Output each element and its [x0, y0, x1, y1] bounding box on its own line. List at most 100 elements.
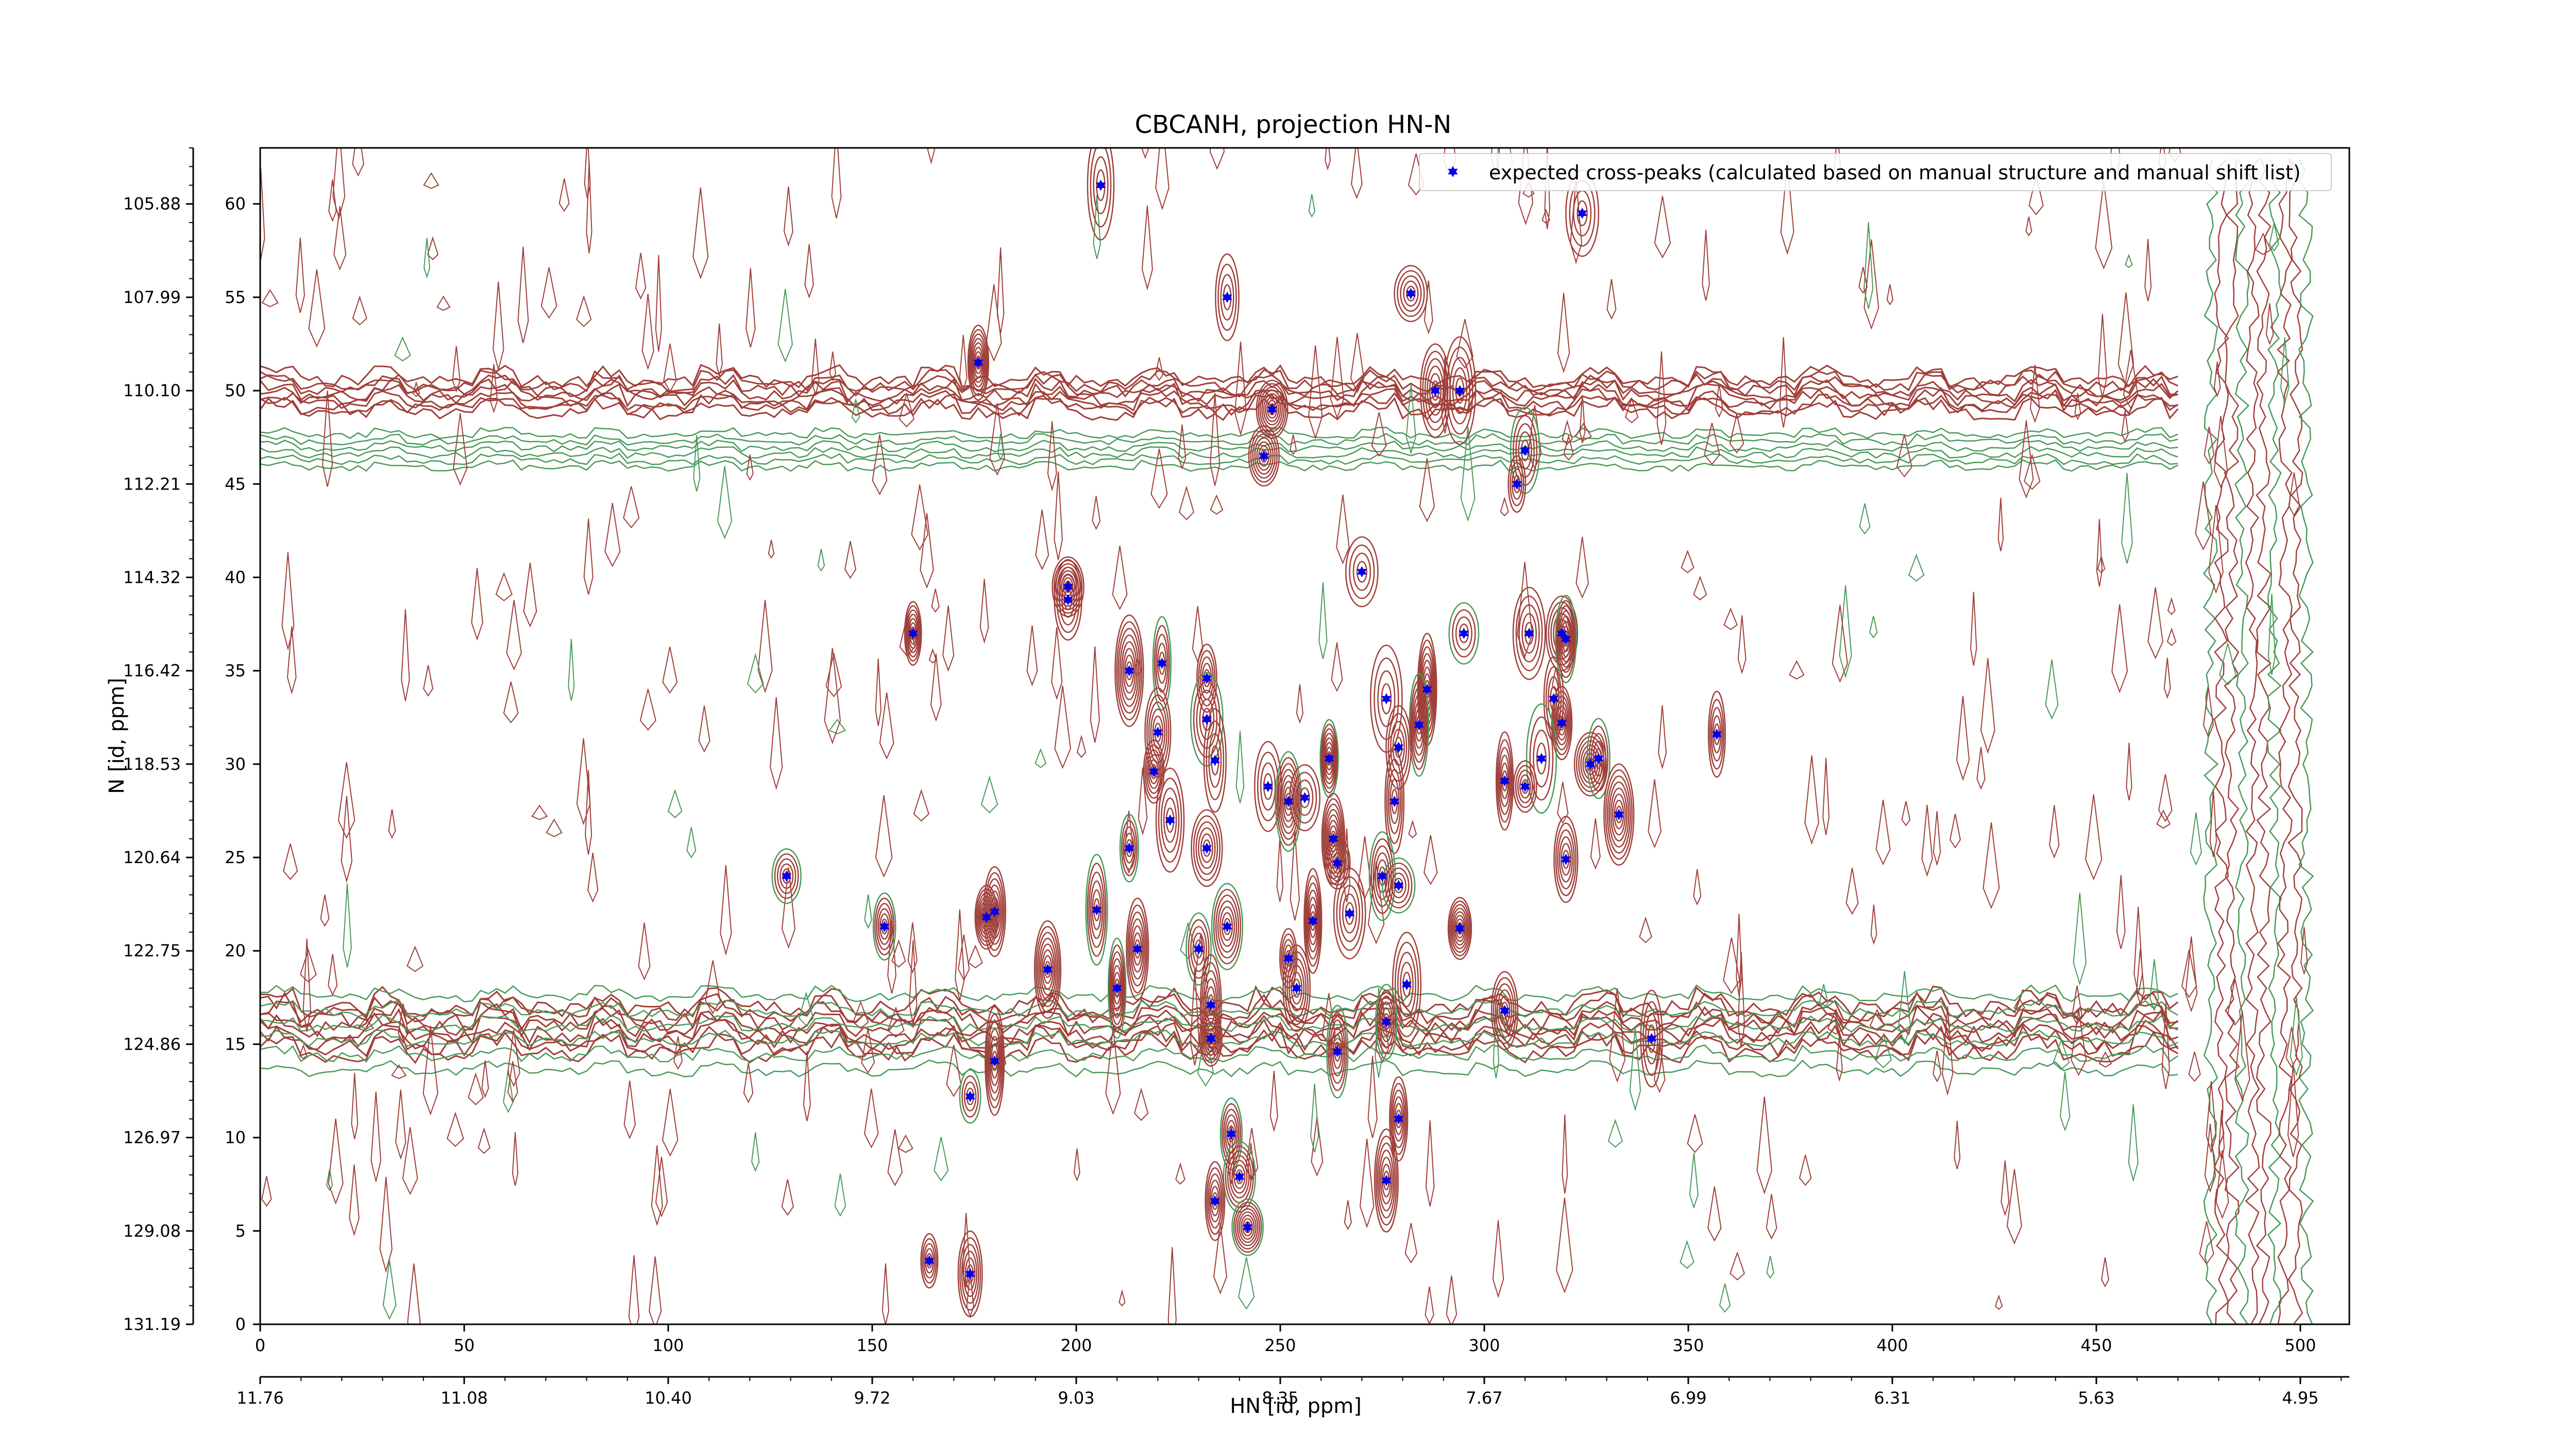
contour-noise — [1839, 585, 1852, 679]
contour-peak — [1211, 883, 1244, 970]
contour-noise — [803, 1051, 811, 1121]
contour-peak — [1248, 425, 1280, 487]
contour-noise — [2204, 427, 2215, 465]
contour-peak — [1342, 894, 1358, 934]
x-axis-label: HN [id, ppm] — [1230, 1394, 1362, 1418]
contour-peak — [989, 1036, 1000, 1086]
y-tick-label: 15 — [225, 1034, 246, 1054]
contour-peak — [1557, 605, 1575, 673]
contour-peak — [1377, 670, 1396, 728]
contour-peak — [1582, 749, 1599, 780]
contour-noise — [997, 433, 1004, 461]
contour-peak — [1208, 733, 1222, 788]
contour-noise — [1574, 423, 1592, 441]
y-ppm-tick-label: 112.21 — [123, 474, 181, 494]
contour-peak — [1500, 762, 1509, 800]
contour-peak — [1605, 769, 1633, 860]
contour-noise — [1419, 458, 1435, 523]
contour-peak — [1203, 1021, 1218, 1056]
contour-peak — [1116, 621, 1143, 720]
contour-peak — [1283, 786, 1293, 816]
contour-peak — [1412, 694, 1426, 756]
x-ppm-tick-label: 8.35 — [1262, 1388, 1298, 1408]
contour-peak — [1284, 951, 1309, 1025]
x-ppm-tick-label: 7.67 — [1466, 1388, 1502, 1408]
contour-peak — [1553, 816, 1579, 903]
contour-noise — [1723, 937, 1740, 995]
contour-peak — [782, 868, 791, 884]
contour-peak — [1411, 687, 1427, 763]
contour-noise — [2290, 997, 2303, 1076]
contour-peak — [1303, 868, 1323, 974]
peak-marker — [1234, 1171, 1245, 1183]
contour-noise — [1350, 333, 1365, 394]
contour-noise — [1460, 427, 1476, 522]
contour-noise — [1942, 1006, 1954, 1096]
contour-peak — [1260, 762, 1276, 811]
contour-noise — [1557, 293, 1570, 374]
contour-peak — [1202, 707, 1212, 731]
x-tick-label: 500 — [2284, 1336, 2316, 1355]
contour-peak — [1263, 393, 1281, 426]
contour-noise — [934, 1137, 949, 1182]
peak-marker — [1292, 982, 1302, 994]
contour-noise — [655, 255, 663, 352]
contour-peak — [1052, 556, 1084, 617]
peak-marker — [1647, 1033, 1657, 1044]
contour-peak — [877, 908, 891, 945]
contour-noise — [478, 1127, 490, 1154]
contour-noise — [641, 294, 654, 370]
contour-peak — [1555, 595, 1577, 683]
x-ppm-tick-label: 6.99 — [1670, 1388, 1706, 1408]
contour-noise — [1680, 1240, 1694, 1269]
contour-peak — [1223, 284, 1232, 311]
contour-noise — [436, 295, 451, 311]
contour-noise — [540, 267, 557, 319]
contour-noise — [1896, 434, 1912, 478]
contour-noise — [507, 1061, 518, 1103]
contour-peak — [1240, 1215, 1255, 1240]
contour-noise — [2206, 1081, 2217, 1154]
peak-marker — [1043, 964, 1053, 975]
contour-noise — [2097, 554, 2106, 574]
contour-noise — [427, 236, 439, 260]
contour-peak — [771, 848, 802, 904]
contour-noise — [507, 1030, 520, 1087]
y-ppm-tick-label: 122.75 — [123, 941, 181, 961]
peak-marker — [1520, 781, 1530, 793]
contour-peak — [1163, 797, 1177, 843]
contour-noise — [2218, 1109, 2225, 1159]
contour-noise — [980, 775, 998, 814]
contour-peak — [1645, 1013, 1658, 1065]
contour-noise — [1869, 616, 1878, 638]
contour-noise — [1325, 148, 1331, 171]
contour-peak — [1375, 1135, 1397, 1226]
contour-noise — [423, 665, 434, 697]
contour-noise — [852, 1000, 869, 1029]
contour-peak — [971, 338, 986, 387]
contour-noise — [747, 652, 764, 694]
contour-noise — [1552, 667, 1560, 692]
contour-peak — [1152, 616, 1172, 711]
contour-noise — [382, 1260, 397, 1320]
contour-peak — [1220, 274, 1234, 321]
contour-band-upper-red — [260, 392, 2178, 417]
contour-band-upper-green — [260, 433, 2178, 446]
contour-noise — [1556, 1198, 1573, 1294]
contour-noise — [2029, 364, 2040, 424]
contour-noise — [391, 1064, 407, 1079]
contour-peak — [1040, 943, 1056, 996]
contour-peak — [1206, 720, 1225, 800]
contour-noise — [2121, 411, 2129, 443]
contour-noise — [1093, 195, 1101, 259]
contour-peak — [1213, 888, 1242, 965]
contour-noise — [959, 334, 968, 393]
x-ppm-tick-label: 11.08 — [440, 1388, 488, 1408]
contour-peak — [1085, 854, 1108, 966]
contour-noise — [2199, 1221, 2214, 1265]
peak-marker — [1422, 683, 1432, 695]
contour-noise — [717, 466, 733, 540]
contour-noise — [2285, 1026, 2298, 1068]
contour-noise — [851, 399, 860, 424]
contour-peak — [1452, 609, 1476, 658]
